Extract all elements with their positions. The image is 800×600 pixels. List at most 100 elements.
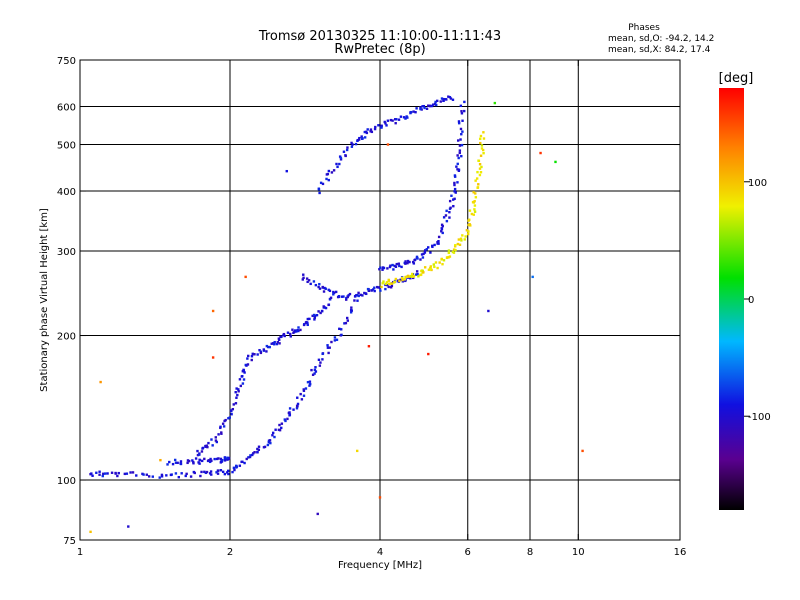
data-point <box>406 261 409 265</box>
data-point <box>275 342 279 346</box>
data-point <box>461 119 464 122</box>
data-point <box>221 470 225 474</box>
data-point <box>482 137 486 140</box>
scattered-point <box>386 143 390 146</box>
data-point <box>328 298 332 301</box>
data-point <box>420 253 424 256</box>
data-point <box>326 344 329 347</box>
data-point <box>348 292 352 296</box>
data-point <box>448 95 452 99</box>
data-point <box>389 264 392 267</box>
data-point <box>328 289 332 293</box>
data-point <box>318 191 321 195</box>
data-point <box>461 130 464 133</box>
data-point <box>288 411 291 414</box>
data-point <box>416 272 419 276</box>
data-point <box>454 244 457 247</box>
data-point <box>387 282 391 286</box>
data-point <box>468 209 472 212</box>
data-point <box>131 471 135 474</box>
data-point <box>401 278 404 282</box>
scattered-point <box>99 380 102 384</box>
data-point <box>470 212 474 216</box>
data-point <box>384 282 388 286</box>
data-point <box>378 268 381 271</box>
x-tick-label: 16 <box>674 547 687 558</box>
data-point <box>457 121 461 125</box>
data-point <box>387 285 390 289</box>
data-point <box>90 472 93 475</box>
colorbar <box>719 88 744 510</box>
data-point <box>284 419 287 423</box>
data-point <box>106 472 109 475</box>
data-point <box>247 456 250 459</box>
data-point <box>256 447 259 451</box>
data-point <box>207 441 210 445</box>
data-point <box>237 390 240 393</box>
data-point <box>179 460 183 463</box>
data-point <box>442 259 446 262</box>
data-point <box>404 275 407 279</box>
data-point <box>456 242 460 246</box>
data-point <box>322 290 326 293</box>
data-point <box>192 470 196 474</box>
data-point <box>400 276 404 280</box>
data-point <box>393 264 396 268</box>
data-point <box>365 292 368 296</box>
data-point <box>252 452 255 455</box>
data-point <box>404 260 407 263</box>
data-point <box>302 394 306 397</box>
data-point <box>463 100 466 104</box>
data-point <box>379 266 382 269</box>
scattered-point <box>244 275 247 279</box>
data-point <box>313 318 316 321</box>
data-point <box>360 135 363 138</box>
data-point <box>367 289 371 292</box>
data-point <box>192 462 195 465</box>
data-point <box>232 466 236 470</box>
data-point <box>302 273 305 276</box>
data-point <box>366 128 369 131</box>
data-point <box>411 276 415 280</box>
data-point <box>397 262 401 265</box>
data-point <box>215 457 219 461</box>
data-point <box>210 438 213 441</box>
data-point <box>299 392 302 396</box>
data-point <box>312 313 316 317</box>
data-point <box>327 351 330 355</box>
data-point <box>392 268 395 271</box>
data-point <box>227 469 230 473</box>
data-point <box>346 295 349 299</box>
data-point <box>445 219 449 223</box>
data-point <box>438 261 441 264</box>
data-point <box>385 281 389 284</box>
data-point <box>456 162 459 166</box>
data-point <box>404 279 407 283</box>
data-point <box>454 248 457 252</box>
data-point <box>306 280 309 284</box>
data-point <box>473 208 476 211</box>
data-point <box>191 459 194 462</box>
data-point <box>377 286 380 289</box>
data-point <box>303 323 306 326</box>
data-point <box>453 197 456 201</box>
data-point <box>395 262 398 266</box>
data-point <box>447 251 451 255</box>
data-point <box>478 167 482 170</box>
data-point <box>434 100 437 104</box>
data-point <box>440 223 444 226</box>
data-point <box>434 261 438 264</box>
data-point <box>308 383 312 386</box>
scattered-point <box>427 352 430 356</box>
data-point <box>243 371 246 374</box>
data-point <box>256 450 259 454</box>
data-point <box>270 342 273 345</box>
data-point <box>215 440 219 444</box>
data-point <box>338 162 341 166</box>
data-point <box>235 387 238 390</box>
data-point <box>448 210 451 214</box>
data-point <box>302 388 305 391</box>
data-point <box>135 474 138 477</box>
y-tick-label: 400 <box>57 187 76 198</box>
x-tick-label: 4 <box>377 547 383 558</box>
